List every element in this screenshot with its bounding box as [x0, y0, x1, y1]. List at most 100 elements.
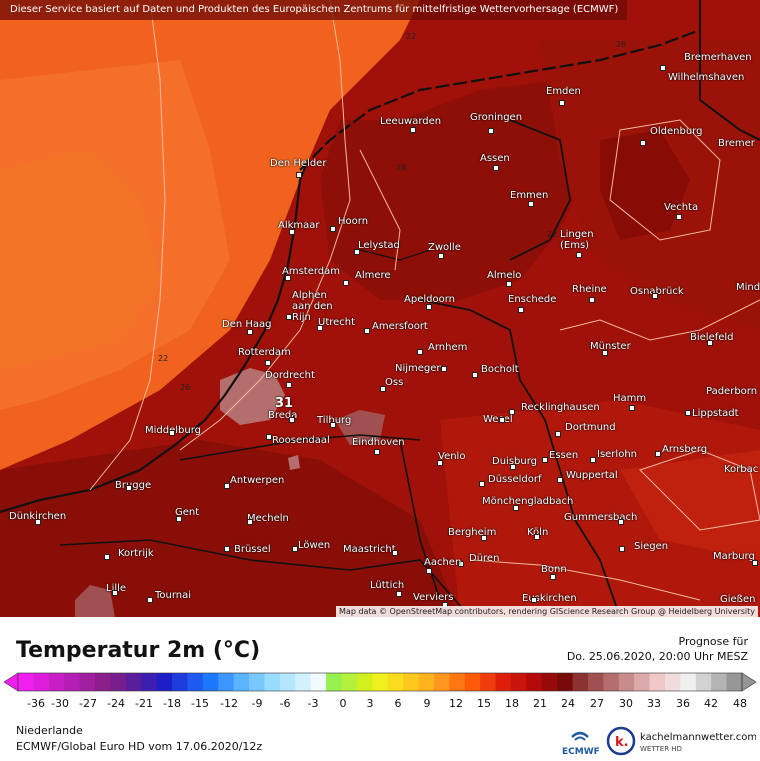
scale-tick-label: 12	[449, 697, 463, 710]
city-label: Leeuwarden	[380, 116, 442, 127]
city-label: Löwen	[298, 540, 331, 551]
forecast-time: Do. 25.06.2020, 20:00 Uhr MESZ	[566, 650, 748, 663]
city-label: Münster	[590, 341, 631, 352]
city-label: Apeldoorn	[404, 294, 455, 305]
isoline-label: 26	[616, 40, 627, 49]
region-label: Niederlande	[16, 724, 83, 737]
scale-tick-label: 24	[561, 697, 575, 710]
map-attribution[interactable]: Map data © OpenStreetMap contributors, r…	[336, 606, 758, 617]
city-label: Aachen	[424, 557, 462, 568]
scale-tick-label: 0	[339, 697, 347, 710]
city-marker	[126, 485, 132, 491]
scale-swatch	[125, 673, 142, 691]
city-marker	[396, 591, 402, 597]
scale-swatch	[356, 673, 373, 691]
scale-tick-label: 6	[394, 697, 402, 710]
city-marker	[618, 519, 624, 525]
city-label: Lille	[106, 583, 127, 594]
city-label: Osnabrück	[630, 286, 684, 297]
city-marker	[330, 422, 336, 428]
scale-swatch	[541, 673, 558, 691]
city-marker	[247, 519, 253, 525]
city-marker	[479, 481, 485, 487]
city-marker	[247, 329, 253, 335]
isoline-label: 22	[158, 354, 169, 363]
city-label: Amsterdam	[282, 266, 341, 277]
scale-tick-label: 36	[676, 697, 690, 710]
scale-swatch	[110, 673, 127, 691]
scale-swatch	[495, 673, 512, 691]
isoline-label: 22	[547, 230, 558, 239]
scale-tick-label: -9	[251, 697, 263, 710]
city-label: Lippstadt	[692, 408, 739, 419]
scale-swatch	[649, 673, 666, 691]
scale-tick-label: -3	[307, 697, 319, 710]
kachelmannwetter-logo[interactable]: k. kachelmannwetter.com WETTER HD	[606, 725, 757, 757]
city-marker	[542, 457, 548, 463]
scale-tick-label: -30	[51, 697, 69, 710]
city-label: Wilhelmshaven	[668, 72, 745, 83]
scale-right-arrow	[741, 672, 757, 692]
city-label: Den Haag	[222, 319, 272, 330]
kachelmann-logo-graphic: k. kachelmannwetter.com WETTER HD	[606, 726, 757, 756]
city-label: Enschede	[508, 294, 557, 305]
city-marker	[410, 127, 416, 133]
city-marker	[493, 165, 499, 171]
scale-tick-label: 21	[533, 697, 547, 710]
scale-swatch	[64, 673, 81, 691]
scale-swatch	[18, 673, 34, 691]
city-label: Den Helder	[270, 158, 327, 169]
city-marker	[364, 328, 370, 334]
city-label: Tournai	[155, 590, 192, 601]
city-marker	[518, 307, 524, 313]
scale-swatch	[33, 673, 50, 691]
scale-swatch	[695, 673, 712, 691]
scale-swatch	[403, 673, 420, 691]
city-label: Brüssel	[234, 544, 271, 555]
city-marker	[441, 366, 447, 372]
city-label: Gent	[175, 507, 200, 518]
city-label: Groningen	[470, 112, 523, 123]
isoline-label: 22	[406, 32, 417, 41]
kachelmann-sub: WETTER HD	[640, 745, 682, 753]
city-marker	[509, 409, 515, 415]
city-label: Almelo	[487, 270, 522, 281]
city-marker	[458, 561, 464, 567]
scale-swatch	[310, 673, 327, 691]
city-label: Iserlohn	[597, 449, 637, 460]
scale-left-arrow	[3, 672, 19, 692]
city-label: Utrecht	[318, 317, 356, 328]
city-label: Vechta	[664, 202, 699, 213]
city-label: Hamm	[613, 393, 647, 404]
ecmwf-logo[interactable]: ECMWF	[560, 727, 600, 757]
ecmwf-logo-text: ECMWF	[562, 747, 600, 757]
city-label: Köln	[527, 527, 549, 538]
model-run-label: ECMWF/Global Euro HD vom 17.06.2020/12z	[16, 740, 263, 753]
ecmwf-banner: Dieser Service basiert auf Daten und Pro…	[0, 0, 627, 20]
scale-swatch	[510, 673, 527, 691]
city-label: Bonn	[541, 564, 567, 575]
city-label: Gummersbach	[564, 512, 638, 523]
city-label: Emmen	[510, 190, 549, 201]
city-marker	[266, 434, 272, 440]
city-marker	[380, 386, 386, 392]
scale-tick-label: -21	[135, 697, 153, 710]
city-label: Recklinghausen	[521, 402, 600, 413]
city-marker	[354, 249, 360, 255]
scale-swatch	[634, 673, 651, 691]
scale-swatch	[202, 673, 219, 691]
scale-swatch	[48, 673, 65, 691]
scale-swatch	[95, 673, 111, 691]
city-marker	[640, 140, 646, 146]
city-marker	[499, 417, 505, 423]
city-marker	[224, 483, 230, 489]
city-marker	[374, 449, 380, 455]
city-label: Dünkirchen	[9, 511, 67, 522]
scale-swatch	[156, 673, 173, 691]
scale-swatch	[187, 673, 204, 691]
city-marker	[296, 172, 302, 178]
city-label: Mind	[736, 282, 760, 293]
temperature-map[interactable]: Dieser Service basiert auf Daten und Pro…	[0, 0, 760, 617]
isoline-label: 28	[396, 163, 407, 172]
scale-swatch	[711, 673, 728, 691]
